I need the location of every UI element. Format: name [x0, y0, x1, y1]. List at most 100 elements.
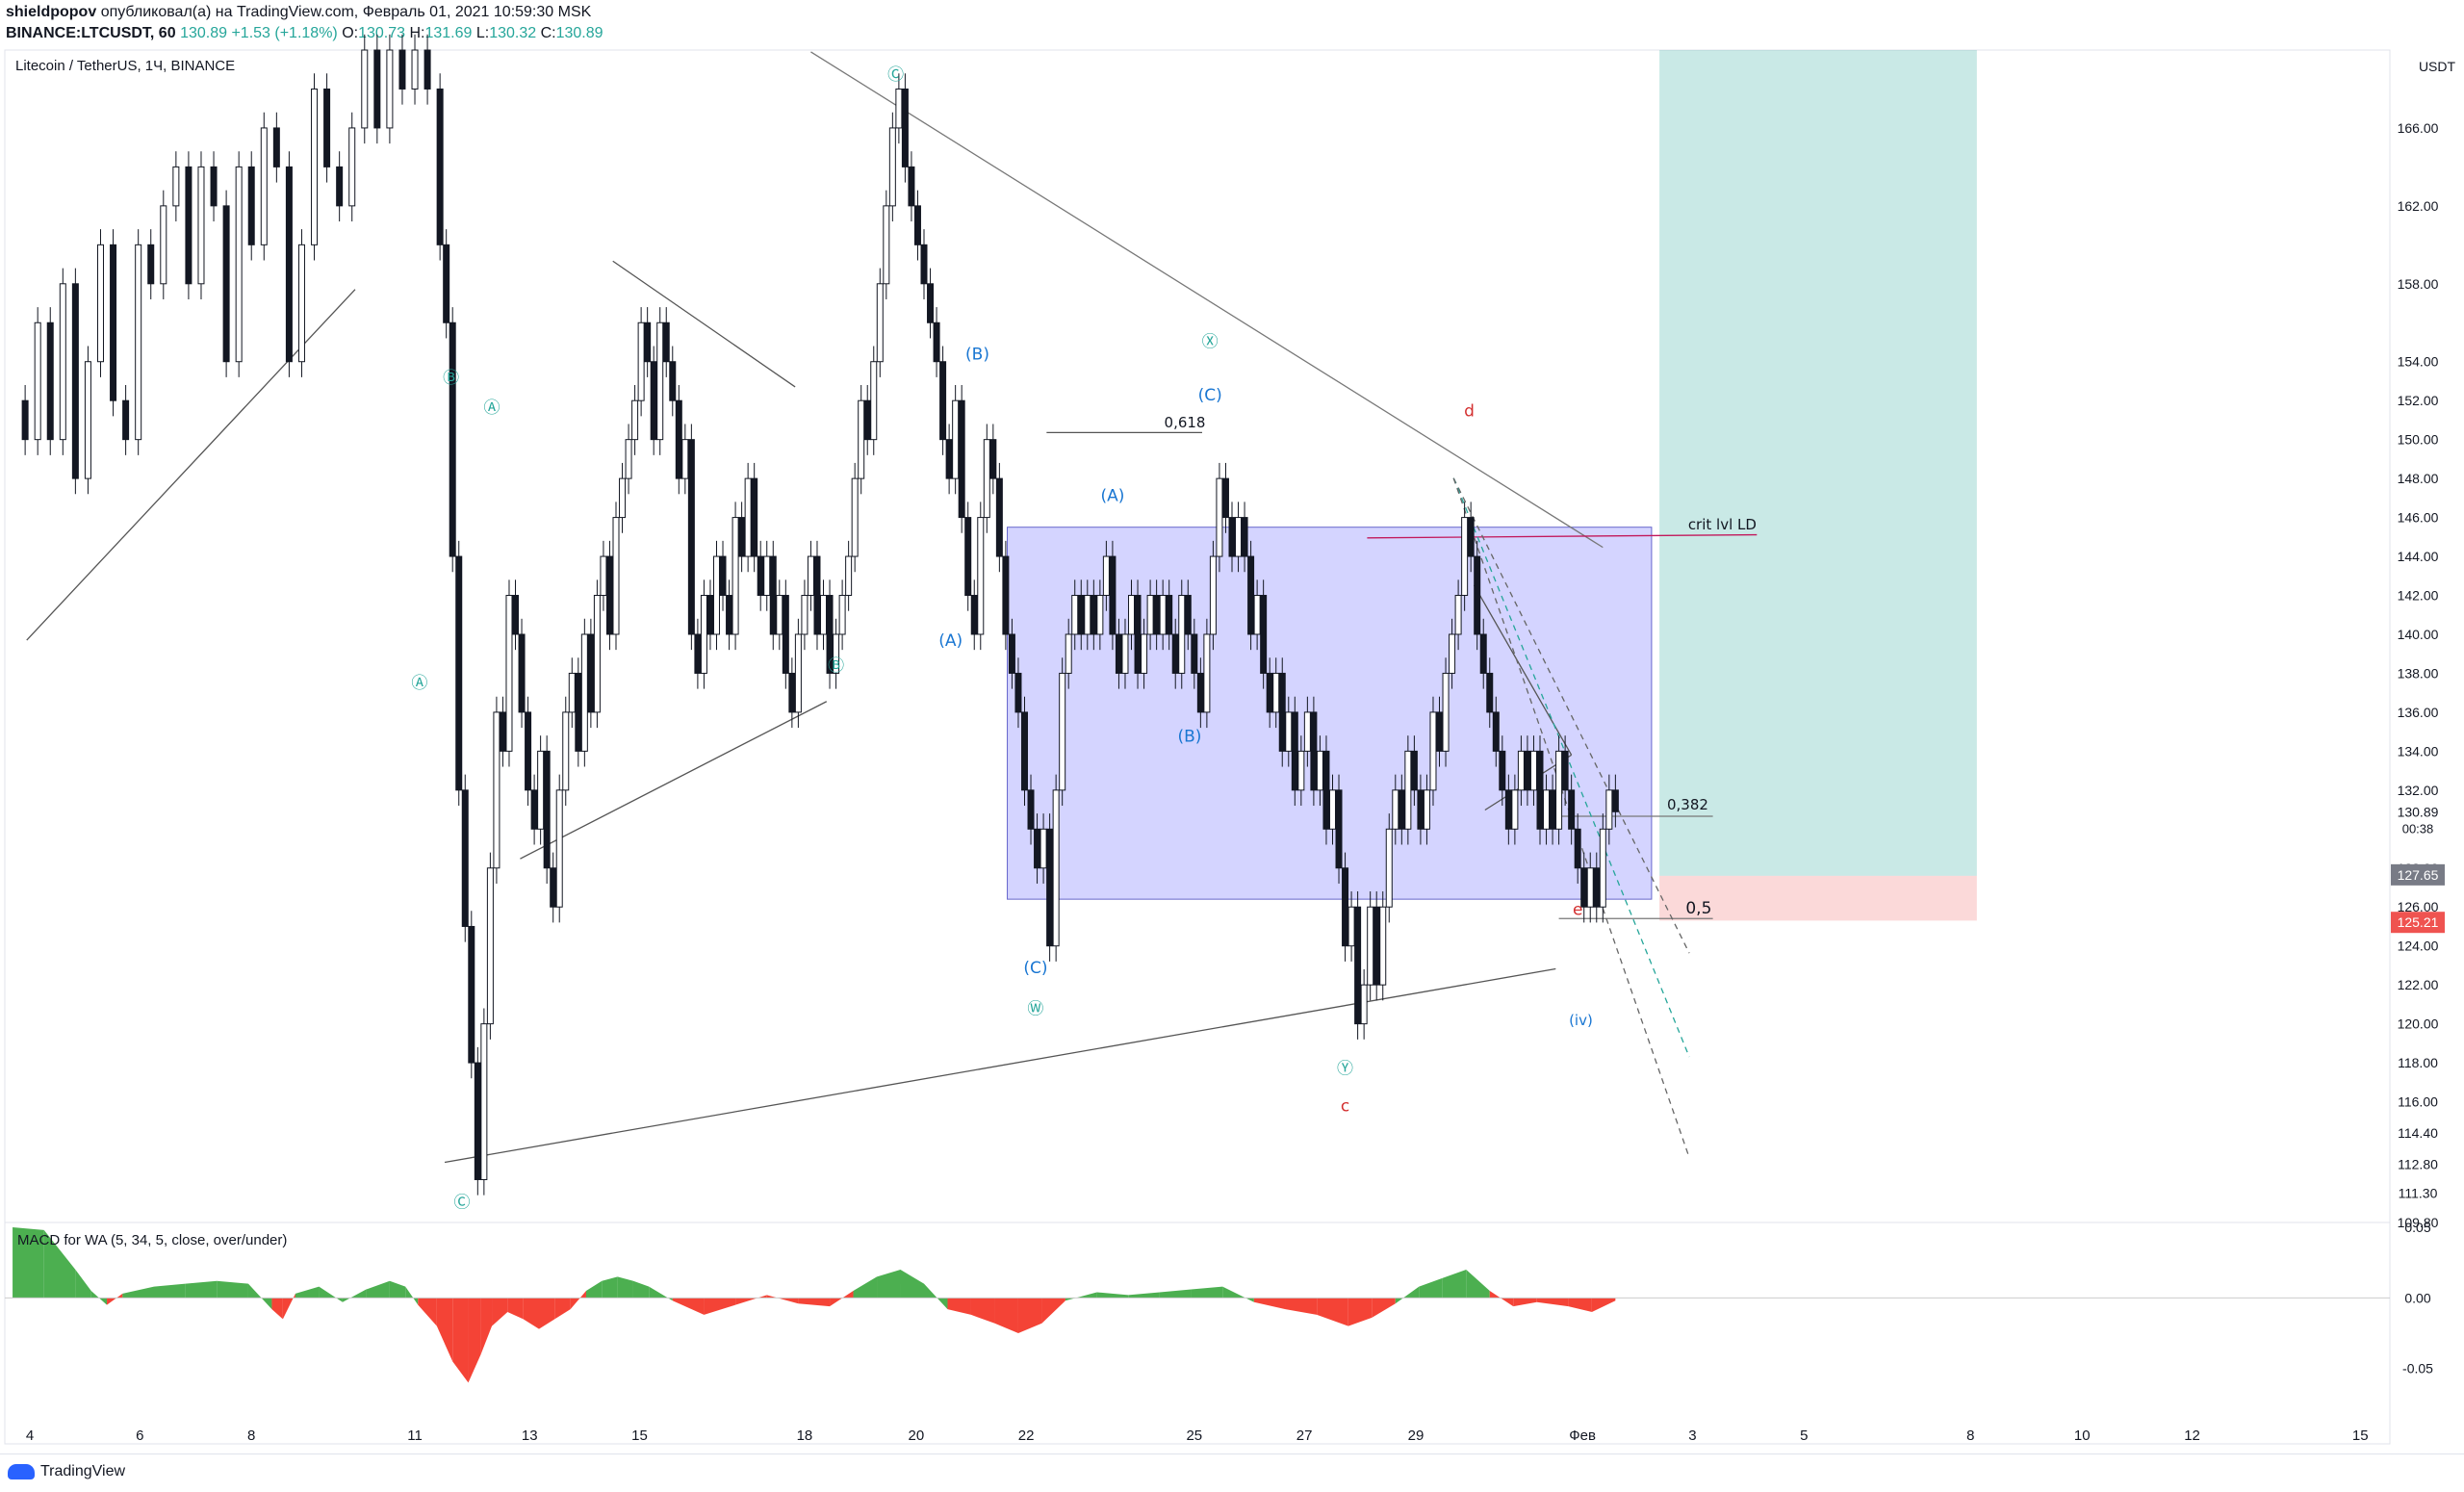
candle-body — [726, 595, 733, 635]
tradingview-logo[interactable]: TradingView — [8, 1463, 125, 1480]
macd-bar — [1591, 1298, 1616, 1312]
candle-body — [46, 322, 54, 441]
candle-body — [625, 439, 632, 479]
candle-body — [706, 595, 714, 635]
candle-body — [1059, 672, 1066, 791]
close-value: 130.89 — [555, 25, 603, 41]
candle-body — [763, 555, 771, 597]
candle-body — [1543, 789, 1551, 830]
candle-body — [851, 477, 859, 557]
y-tick-label: 124.00 — [2398, 939, 2439, 954]
price-axis[interactable]: 166.00 162.00 158.00 154.00 152.00 150.00 148.… — [2391, 120, 2445, 1230]
macd-bar — [436, 1298, 453, 1362]
candle-body — [361, 49, 369, 129]
candle-body — [1586, 867, 1594, 908]
candle-body — [675, 399, 682, 479]
candle-body — [913, 205, 921, 245]
candle-body — [373, 49, 381, 129]
candle-body — [1014, 672, 1022, 713]
time-axis[interactable]: 4 6 8 11 13 15 18 20 22 25 27 29 Фев 3 5 8 10 12 15 — [26, 1428, 2369, 1444]
candle-body — [1109, 555, 1116, 635]
candle-body — [424, 49, 431, 90]
candle-body — [1146, 595, 1154, 635]
candle-body — [1272, 672, 1280, 713]
macd-bar — [900, 1270, 924, 1299]
macd-bar — [366, 1280, 390, 1299]
price-tag-label: 125.21 — [2398, 914, 2439, 930]
candle-body — [1034, 828, 1041, 869]
candle-body — [530, 789, 538, 830]
candle-body — [1474, 555, 1481, 635]
price-chart[interactable]: Ⓒ Ⓑ Ⓐ (B) Ⓧ (C) 0,618 d (A) crit lvl LD Ⓐ (A) Ⓑ (B) 0,… — [0, 0, 2464, 1453]
candle-body — [474, 1062, 481, 1180]
wave-label: crit lvl LD — [1688, 516, 1757, 533]
candle-body — [1486, 672, 1494, 713]
candle-body — [1499, 750, 1506, 791]
candle-body — [1479, 633, 1487, 674]
candle-body — [455, 555, 463, 791]
candle-body — [732, 517, 739, 635]
candle-body — [512, 595, 520, 635]
channel-line — [1452, 477, 1690, 1158]
high-label: H: — [409, 25, 425, 41]
candle-body — [398, 49, 406, 90]
trend-line — [1367, 533, 1758, 539]
x-tick-label: 6 — [136, 1428, 143, 1444]
candle-body — [1303, 711, 1311, 752]
macd-bar — [570, 1291, 586, 1310]
y-tick-label: 112.80 — [2398, 1156, 2438, 1171]
candle-body — [411, 49, 419, 90]
candle-body — [1328, 789, 1336, 830]
x-tick-label: 4 — [26, 1428, 34, 1444]
candle-body — [1429, 711, 1437, 791]
y-tick-label: 148.00 — [2398, 471, 2439, 486]
author[interactable]: shieldpopov — [6, 4, 97, 20]
y-tick-label: 140.00 — [2398, 627, 2439, 642]
wave-label: (iv) — [1569, 1012, 1593, 1029]
symbol[interactable]: BINANCE:LTCUSDT, 60 — [6, 25, 176, 41]
candle-body — [927, 283, 935, 323]
candle-body — [1285, 711, 1293, 752]
candle-body — [1297, 750, 1305, 791]
macd-bar — [43, 1229, 76, 1299]
macd-bar — [75, 1270, 91, 1299]
macd-bar — [1536, 1298, 1569, 1307]
y-tick-label: 142.00 — [2398, 588, 2439, 604]
y-tick-label: 126.00 — [2398, 899, 2439, 914]
candle-body — [700, 595, 707, 674]
candle-body — [486, 867, 494, 1025]
candle-body — [1449, 633, 1456, 674]
price-tag-sub: 00:38 — [2402, 821, 2434, 836]
wave-label: 0,618 — [1165, 414, 1206, 431]
macd-bar — [1065, 1292, 1097, 1301]
candle-body — [650, 361, 657, 441]
low-value: 130.32 — [489, 25, 537, 41]
candle-body — [1102, 555, 1110, 597]
macd-bar — [185, 1280, 218, 1299]
x-tick-label: 20 — [908, 1428, 924, 1444]
candle-body — [84, 361, 91, 479]
candle-body — [1071, 595, 1079, 635]
candle-body — [336, 166, 344, 207]
macd-bar — [154, 1283, 186, 1299]
candle-body — [96, 244, 104, 363]
macd-bar — [1372, 1298, 1396, 1318]
macd-bar — [877, 1270, 901, 1299]
candle-body — [637, 322, 645, 401]
low-label: L: — [475, 25, 490, 41]
price-tag-label: 127.65 — [2398, 867, 2439, 883]
candle-body — [235, 166, 243, 363]
y-tick-label: 158.00 — [2398, 276, 2439, 292]
profit-zone — [1659, 50, 1977, 876]
candle-body — [1046, 828, 1054, 947]
wave-label: Ⓨ — [1337, 1059, 1353, 1078]
candle-body — [575, 672, 582, 752]
candle-body — [1121, 633, 1129, 674]
macd-bar — [994, 1298, 1018, 1333]
candle-body — [1524, 750, 1531, 791]
macd-bar — [1128, 1292, 1160, 1299]
macd-bar — [342, 1289, 367, 1302]
candle-body — [297, 244, 305, 363]
macd-bar — [853, 1276, 878, 1299]
wave-label: (C) — [1023, 959, 1047, 978]
